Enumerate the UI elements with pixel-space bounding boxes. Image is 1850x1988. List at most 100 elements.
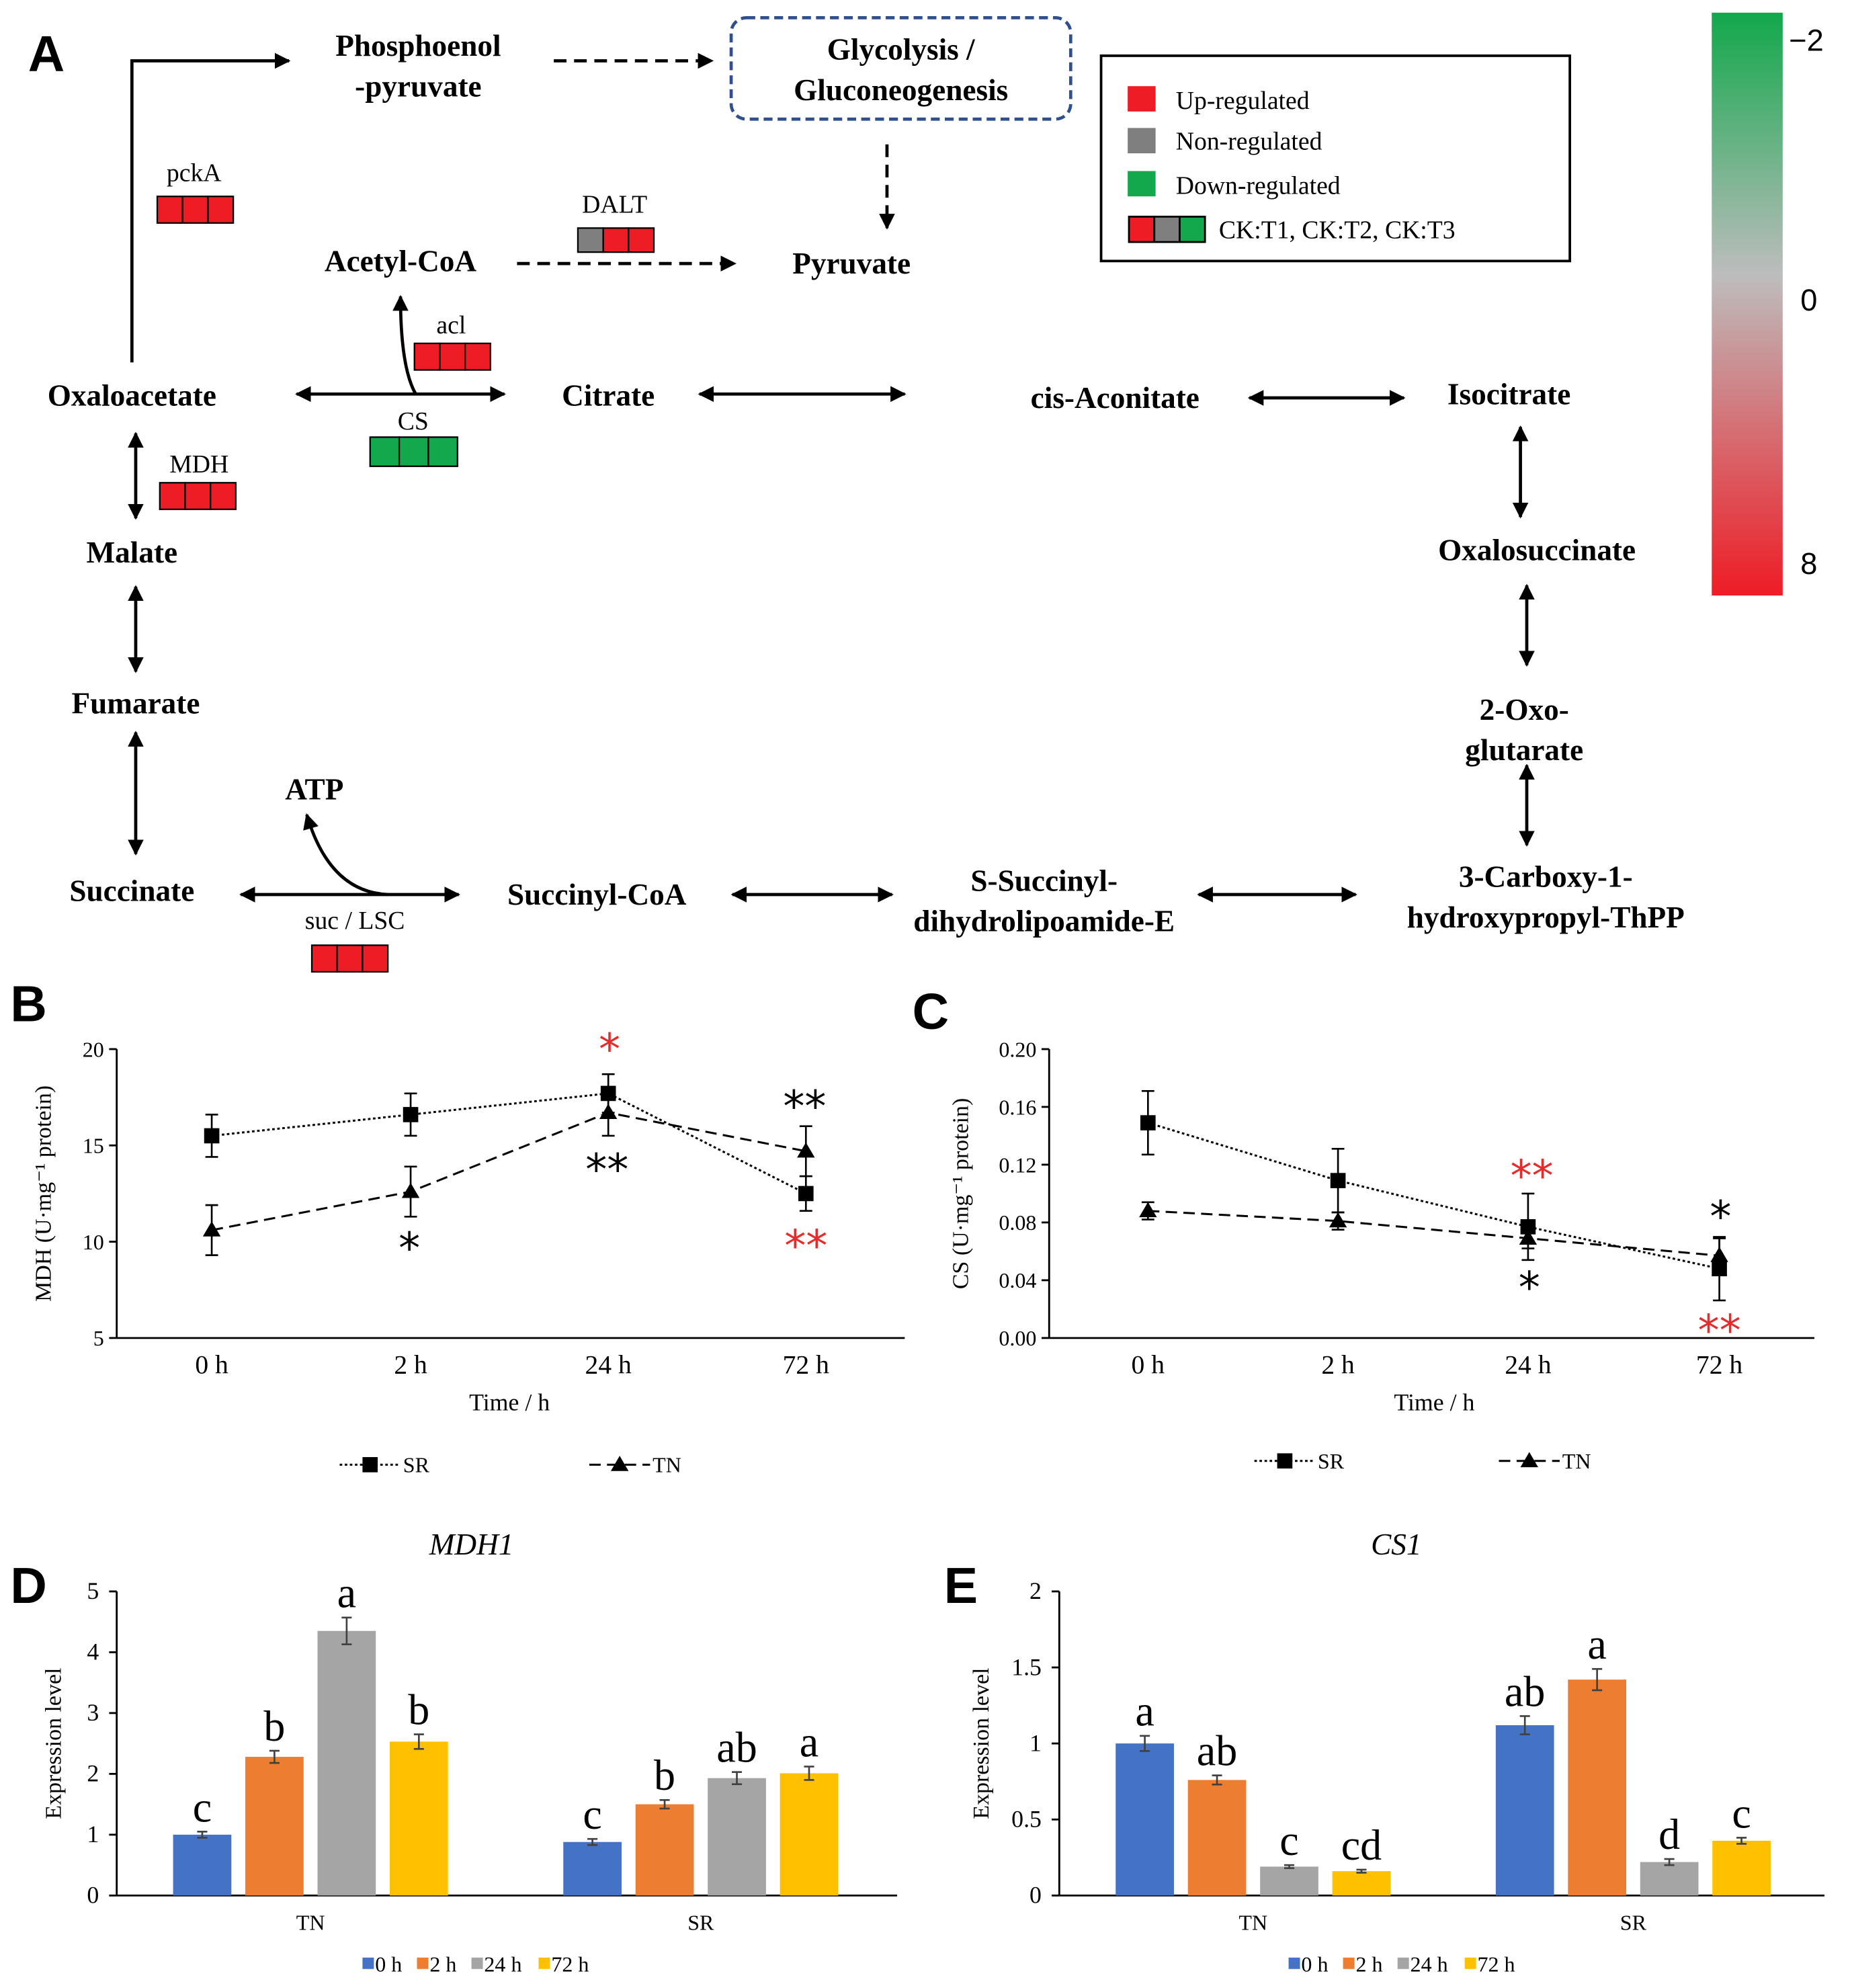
panel-a-label: A — [28, 26, 65, 82]
legend-up-swatch — [1128, 86, 1156, 112]
y-tick-label: 4 — [87, 1639, 99, 1665]
legend-swatch-0h — [362, 1957, 374, 1969]
metabolite-pyruvate: Pyruvate — [792, 247, 911, 280]
enzyme-box-dalt-1 — [577, 227, 604, 253]
significance-letter: c — [193, 1783, 212, 1831]
significance-letter: b — [263, 1702, 285, 1750]
chart-d-title: MDH1 — [429, 1528, 514, 1561]
enzyme-box-suc-lsc-3 — [362, 944, 389, 973]
data-point-tn — [1139, 1202, 1157, 1218]
bar-0h — [173, 1834, 232, 1896]
x-tick-label: 0 h — [195, 1350, 228, 1380]
panel-a: A Phosphoenol -pyruvate Glycolysi — [28, 12, 1824, 973]
enzyme-box-dalt-2 — [602, 227, 630, 253]
significance-letter: a — [1587, 1620, 1606, 1668]
metabolite-glycolysis-1: Glycolysis / — [827, 33, 976, 67]
series-line-tn — [211, 1112, 806, 1231]
metabolite-citrate: Citrate — [562, 378, 655, 412]
legend-label-72h: 72 h — [1477, 1952, 1515, 1976]
y-tick-label: 0 — [1029, 1882, 1042, 1909]
bar-24h — [1260, 1866, 1318, 1896]
chart-e-title: CS1 — [1371, 1528, 1421, 1561]
enzyme-box-acl-2 — [439, 342, 466, 371]
metabolite-isocitrate: Isocitrate — [1447, 377, 1570, 411]
legend-down-label: Down-regulated — [1176, 171, 1341, 200]
chart-e-axes — [1058, 1591, 1825, 1897]
metabolite-pep-2: -pyruvate — [355, 69, 481, 103]
y-tick-label: 1.5 — [1011, 1653, 1042, 1680]
metabolite-fumarate: Fumarate — [72, 686, 200, 720]
significance-letter: ab — [1505, 1667, 1545, 1715]
x-tick-label: 24 h — [1505, 1350, 1551, 1380]
data-point-sr — [1520, 1219, 1536, 1235]
legend-comparison-label: CK:T1, CK:T2, CK:T3 — [1219, 216, 1456, 244]
enzyme-box-acl-1 — [413, 342, 441, 371]
y-tick-label: 1 — [1029, 1729, 1042, 1756]
metabolite-oxoglutarate-2: glutarate — [1465, 733, 1583, 767]
metabolite-ssd-2: dihydrolipoamide-E — [913, 905, 1175, 938]
chart-c-ylabel: CS (U·mg⁻¹ protein) — [949, 1098, 974, 1289]
enzyme-box-cs-1 — [369, 436, 401, 467]
chart-c-xlabel: Time / h — [1394, 1389, 1474, 1415]
legend-label-sr: SR — [403, 1453, 430, 1477]
legend-comparison-t2 — [1153, 215, 1181, 243]
bar-2h — [1568, 1680, 1627, 1896]
panel-b-label: B — [10, 976, 46, 1032]
legend-swatch-72h — [1464, 1957, 1476, 1969]
pathway-arrows — [128, 52, 1535, 903]
enzyme-box-pcka-2 — [181, 196, 209, 224]
legend-swatch-24h — [1397, 1957, 1409, 1969]
panel-e-label: E — [944, 1557, 978, 1614]
x-category-label: SR — [687, 1910, 714, 1934]
x-category-label: TN — [296, 1910, 325, 1934]
enzyme-label-cs: CS — [398, 407, 429, 436]
panel-c-label: C — [913, 983, 949, 1040]
significance-mark: ** — [783, 1082, 826, 1132]
significance-letter: b — [654, 1751, 675, 1799]
x-category-label: TN — [1238, 1910, 1267, 1934]
enzyme-label-mdh: MDH — [169, 450, 228, 479]
legend-swatch-24h — [471, 1957, 483, 1969]
legend-marker-tn — [610, 1456, 629, 1471]
significance-letter: b — [408, 1686, 429, 1733]
significance-mark: ** — [585, 1146, 628, 1196]
metabolite-cis-aconitate: cis-Aconitate — [1031, 381, 1200, 415]
x-tick-label: 0 h — [1132, 1350, 1165, 1380]
enzyme-box-suc-lsc-2 — [336, 944, 364, 973]
significance-letter: d — [1658, 1811, 1680, 1858]
legend-marker-sr — [362, 1457, 378, 1473]
data-point-tn — [1519, 1229, 1538, 1245]
enzyme-label-acl: acl — [436, 311, 466, 339]
enzyme-box-pcka-1 — [156, 196, 183, 224]
data-point-sr — [1140, 1115, 1156, 1130]
data-point-tn — [401, 1182, 420, 1198]
y-tick-label: 0.00 — [999, 1326, 1036, 1350]
chart-e-ylabel: Expression level — [969, 1668, 994, 1819]
x-tick-label: 2 h — [394, 1350, 427, 1380]
series-line-sr — [211, 1092, 806, 1195]
bar-2h — [245, 1757, 304, 1896]
panel-d-label: D — [10, 1557, 46, 1614]
chart-b-mdh-activity: MDH (U·mg⁻¹ protein) Time / h 5 10 15 20 0 h… — [32, 1026, 905, 1477]
significance-mark: * — [599, 1026, 620, 1075]
data-point-tn — [1710, 1247, 1728, 1262]
metabolite-glycolysis-2: Gluconeogenesis — [794, 73, 1008, 107]
enzyme-box-mdh-3 — [210, 482, 237, 511]
enzyme-boxes — [156, 196, 655, 973]
data-point-sr — [204, 1128, 220, 1144]
metabolite-pep-1: Phosphoenol — [335, 29, 501, 63]
legend-non-label: Non-regulated — [1176, 127, 1322, 155]
legend-comparison-t1 — [1128, 215, 1156, 243]
significance-mark: * — [398, 1225, 420, 1274]
chart-b-ylabel: MDH (U·mg⁻¹ protein) — [32, 1085, 56, 1302]
metabolite-ssd-1: S-Succinyl- — [970, 864, 1118, 897]
enzyme-box-suc-lsc-1 — [310, 944, 338, 973]
y-tick-label: 3 — [87, 1699, 99, 1726]
metabolite-carboxy-2: hydroxypropyl-ThPP — [1407, 901, 1685, 934]
series-line-sr — [1147, 1122, 1720, 1270]
metabolite-oxalosuccinate: Oxalosuccinate — [1438, 533, 1636, 567]
legend-marker-sr — [1277, 1453, 1293, 1469]
legend-non-swatch — [1128, 128, 1156, 154]
y-tick-label: 0.16 — [999, 1095, 1036, 1119]
